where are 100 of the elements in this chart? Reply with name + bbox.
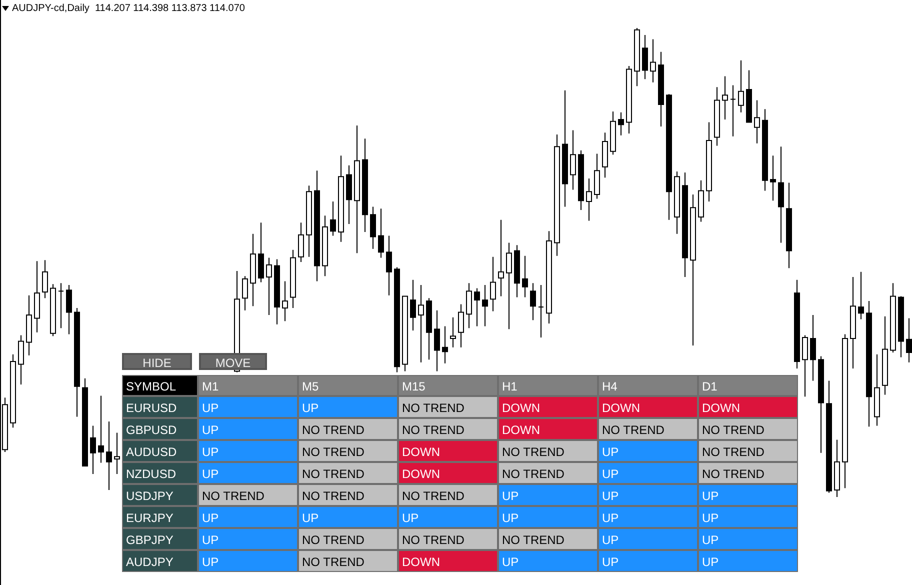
candlestick <box>722 76 728 120</box>
text: DOWN <box>402 445 440 459</box>
chart-title: AUDJPY-cd,Daily 114.207 114.398 113.873 114.070 <box>12 3 245 14</box>
candlestick <box>258 222 264 283</box>
text: UP <box>702 489 719 503</box>
category-label: M1 <box>202 380 219 394</box>
text: SYMBOL <box>126 380 176 394</box>
text: DOWN <box>502 423 540 437</box>
text: UP <box>502 555 519 569</box>
category-label: H1 <box>502 380 518 394</box>
text: UP <box>202 423 219 437</box>
candlestick <box>490 256 496 312</box>
candlestick <box>650 38 656 83</box>
candlestick <box>66 284 72 335</box>
candlestick <box>282 280 288 322</box>
candlestick <box>18 334 24 385</box>
category-label: H4 <box>602 380 618 394</box>
text: NO TREND <box>302 423 364 437</box>
candlestick <box>498 219 504 297</box>
candlestick <box>466 282 472 329</box>
text: NO TREND <box>602 423 664 437</box>
text: UP <box>502 511 519 525</box>
button[interactable]: MOVE <box>199 353 267 370</box>
candlestick <box>530 282 536 321</box>
text: UP <box>202 533 219 547</box>
candlestick <box>114 432 120 475</box>
candlestick <box>450 316 456 348</box>
text: UP <box>202 401 219 415</box>
text: NO TREND <box>402 401 464 415</box>
text: UP <box>602 445 619 459</box>
candlestick <box>730 84 736 137</box>
candlestick <box>738 60 744 113</box>
button[interactable]: HIDE <box>122 353 192 370</box>
candlestick <box>58 282 64 329</box>
category-label: D1 <box>702 380 718 394</box>
text: NO TREND <box>402 489 464 503</box>
candlestick <box>778 146 784 244</box>
candlestick <box>442 326 448 364</box>
text: NO TREND <box>302 467 364 481</box>
category-label: USDJPY <box>126 489 174 503</box>
text: NO TREND <box>202 489 264 503</box>
candlestick <box>594 153 600 200</box>
text: NO TREND <box>402 423 464 437</box>
category-label: AUDJPY <box>126 555 174 569</box>
text: UP <box>202 555 219 569</box>
candlestick <box>570 130 576 190</box>
candlestick <box>770 155 776 202</box>
candlestick <box>754 100 760 144</box>
text: UP <box>602 555 619 569</box>
category-label: EURJPY <box>126 511 174 525</box>
candlestick <box>90 425 96 475</box>
candlestick <box>418 284 424 363</box>
text: UP <box>602 467 619 481</box>
text: UP <box>502 489 519 503</box>
text: NO TREND <box>702 423 764 437</box>
category-label: GBPJPY <box>126 533 174 547</box>
category-label: M5 <box>302 380 319 394</box>
candlestick <box>474 288 480 327</box>
text: UP <box>602 489 619 503</box>
candlestick <box>618 112 624 136</box>
text: UP <box>702 511 719 525</box>
candlestick <box>242 276 248 311</box>
category-label: GBPUSD <box>126 423 177 437</box>
candlestick <box>386 235 392 296</box>
candlestick <box>506 242 512 330</box>
text: NO TREND <box>502 467 564 481</box>
candlestick <box>410 279 416 332</box>
text: NO TREND <box>302 489 364 503</box>
candlestick <box>522 255 528 298</box>
text: NO TREND <box>302 445 364 459</box>
text: NO TREND <box>702 467 764 481</box>
text: UP <box>702 533 719 547</box>
candlestick <box>298 222 304 263</box>
candlestick <box>482 284 488 327</box>
candlestick <box>802 334 808 398</box>
text: NO TREND <box>402 533 464 547</box>
candlestick <box>106 420 112 490</box>
text: DOWN <box>702 401 740 415</box>
text: NO TREND <box>502 445 564 459</box>
text: UP <box>602 511 619 525</box>
candlestick <box>370 206 376 250</box>
text: NO TREND <box>302 555 364 569</box>
candlestick <box>98 395 104 464</box>
text: UP <box>202 511 219 525</box>
candlestick <box>42 260 48 299</box>
candlestick <box>858 271 864 320</box>
text: UP <box>702 555 719 569</box>
candlestick <box>330 201 336 236</box>
text: NO TREND <box>702 445 764 459</box>
text: DOWN <box>402 555 440 569</box>
text: UP <box>602 533 619 547</box>
text: DOWN <box>602 401 640 415</box>
text: NO TREND <box>502 533 564 547</box>
category-label: EURUSD <box>126 401 177 415</box>
text: UP <box>302 401 319 415</box>
candlestick <box>642 34 648 80</box>
text: UP <box>302 511 319 525</box>
text: UP <box>402 511 419 525</box>
candlestick <box>810 314 816 382</box>
text: NO TREND <box>302 533 364 547</box>
